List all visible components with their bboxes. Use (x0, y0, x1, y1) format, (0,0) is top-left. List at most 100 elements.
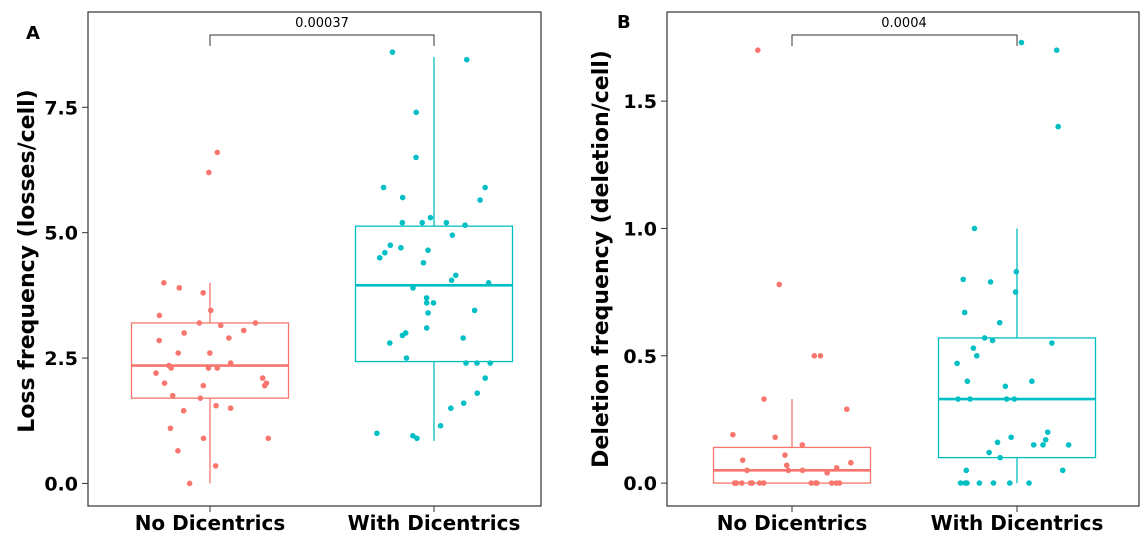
data-point (410, 432, 416, 439)
data-point (1055, 123, 1061, 130)
data-point (414, 435, 420, 442)
data-point (240, 327, 247, 334)
data-point (374, 430, 380, 437)
data-point (970, 345, 977, 351)
data-point (399, 194, 406, 201)
data-point (799, 442, 806, 448)
panel-a-category-label: No Dicentrics (135, 511, 286, 534)
data-point (168, 365, 174, 371)
data-point (389, 49, 396, 55)
data-point (749, 480, 756, 486)
data-point (955, 396, 961, 402)
data-point (776, 281, 783, 288)
data-point (957, 480, 964, 486)
data-point (973, 352, 980, 359)
data-point (265, 435, 272, 442)
data-point (206, 169, 212, 176)
data-point (799, 467, 806, 474)
data-point (227, 405, 234, 412)
data-point (463, 56, 470, 63)
data-point (175, 448, 181, 454)
panel-a-ytick-label: 7.5 (44, 97, 78, 119)
data-point (200, 290, 206, 296)
data-point (176, 285, 183, 291)
data-point (448, 277, 455, 284)
data-point (205, 365, 212, 371)
data-point (989, 337, 996, 344)
panel-a-y-axis-title: Loss frequency (losses/cell) (15, 89, 40, 432)
panel-a-ytick-label: 5.0 (44, 223, 78, 245)
panel-a-ytick-label: 2.5 (44, 348, 78, 370)
data-point (474, 390, 481, 396)
panel-a: A Loss frequency (losses/cell) 0.00037 0… (15, 11, 542, 534)
data-point (961, 309, 968, 316)
data-point (963, 467, 970, 474)
data-point (437, 422, 444, 429)
panel-a-category-label: With Dicentrics (348, 511, 521, 534)
data-point (981, 335, 988, 341)
data-point (811, 352, 818, 359)
data-point (996, 319, 1003, 326)
data-point (1013, 268, 1020, 275)
data-point (410, 285, 416, 291)
data-point (423, 295, 430, 301)
data-point (987, 279, 994, 285)
data-point (226, 335, 232, 341)
data-point (214, 365, 221, 371)
data-point (1029, 378, 1035, 385)
data-point (413, 154, 419, 161)
data-point (420, 259, 427, 266)
data-point (971, 225, 978, 232)
data-point (1042, 436, 1049, 443)
data-point (808, 480, 815, 486)
data-point (413, 109, 420, 116)
data-point (403, 355, 410, 361)
panel-b-ytick-label: 1.0 (623, 218, 657, 240)
data-point (1053, 47, 1060, 53)
data-point (1011, 396, 1018, 402)
data-point (443, 219, 450, 226)
data-point (482, 375, 489, 381)
data-point (200, 382, 207, 389)
panel-b-ytick-label: 1.5 (623, 91, 657, 113)
box-iqr (354, 225, 514, 363)
data-point (448, 405, 454, 412)
data-point (960, 276, 967, 283)
data-point (994, 439, 1001, 446)
data-point (976, 480, 983, 486)
data-point (181, 330, 187, 336)
box-iqr (130, 322, 290, 399)
data-point (487, 360, 494, 366)
data-point (1026, 480, 1032, 486)
data-point (387, 340, 393, 346)
data-point (967, 396, 973, 402)
data-point (828, 480, 835, 486)
data-point (761, 396, 767, 402)
data-point (399, 332, 406, 339)
data-point (449, 232, 456, 238)
data-point (1002, 383, 1009, 390)
data-point (214, 149, 221, 156)
data-point (817, 352, 824, 359)
data-point (425, 310, 431, 316)
data-point (460, 400, 467, 406)
data-point (1003, 396, 1010, 402)
data-point (990, 480, 997, 486)
data-point (419, 219, 426, 226)
data-point (1044, 429, 1051, 435)
panel-b: B Deletion frequency (deletion/cell) 0.0… (589, 11, 1140, 534)
data-point (200, 435, 207, 442)
data-point (1018, 39, 1025, 46)
data-point (175, 350, 182, 356)
data-point (460, 335, 466, 341)
data-point (755, 47, 761, 53)
data-point (1040, 442, 1046, 448)
data-point (430, 300, 437, 306)
data-point (782, 452, 788, 458)
data-point (427, 214, 434, 221)
data-point (169, 392, 176, 399)
panel-a-plot-frame (87, 11, 542, 507)
data-point (785, 467, 792, 474)
data-point (207, 307, 214, 314)
